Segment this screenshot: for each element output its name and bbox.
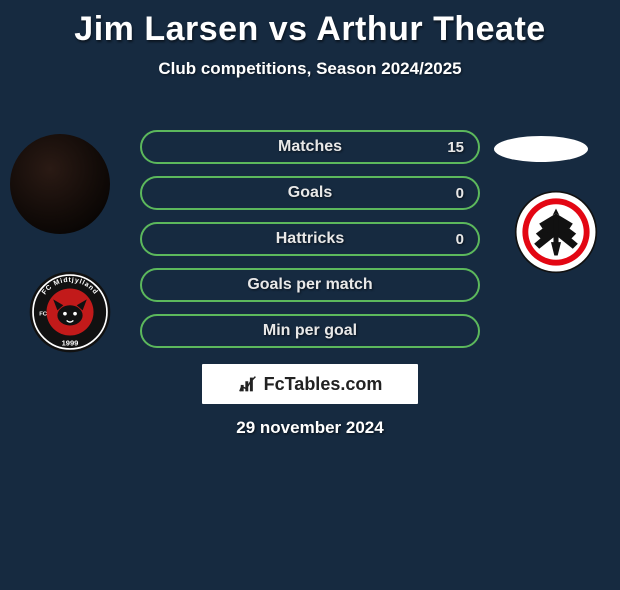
flag-right [494,136,588,162]
page-title: Jim Larsen vs Arthur Theate [0,10,620,49]
bar-chart-icon [238,373,260,395]
stat-row-matches: Matches 15 [140,130,480,164]
stat-row-goals: Goals 0 [140,176,480,210]
brand-text: FcTables.com [264,374,383,395]
stat-value-right: 15 [447,139,464,156]
brand-box: FcTables.com [202,364,418,404]
date-text: 29 november 2024 [0,418,620,438]
stat-label: Goals per match [247,276,372,294]
stat-row-min-per-goal: Min per goal [140,314,480,348]
club-badge-right [514,190,598,274]
stat-label: Matches [278,138,342,156]
stat-label: Min per goal [263,322,357,340]
stat-value-right: 0 [456,231,464,248]
stats-list: Matches 15 Goals 0 Hattricks 0 Goals per… [140,130,480,360]
svg-text:FC: FC [39,311,48,317]
player-photo-left [10,134,110,234]
club-badge-left: FC Midtjylland 1999 FC [28,270,112,354]
stat-label: Goals [288,184,332,202]
stat-row-hattricks: Hattricks 0 [140,222,480,256]
stat-row-goals-per-match: Goals per match [140,268,480,302]
subtitle: Club competitions, Season 2024/2025 [0,59,620,79]
club-left-year: 1999 [62,339,79,348]
stat-value-right: 0 [456,185,464,202]
stat-label: Hattricks [276,230,344,248]
